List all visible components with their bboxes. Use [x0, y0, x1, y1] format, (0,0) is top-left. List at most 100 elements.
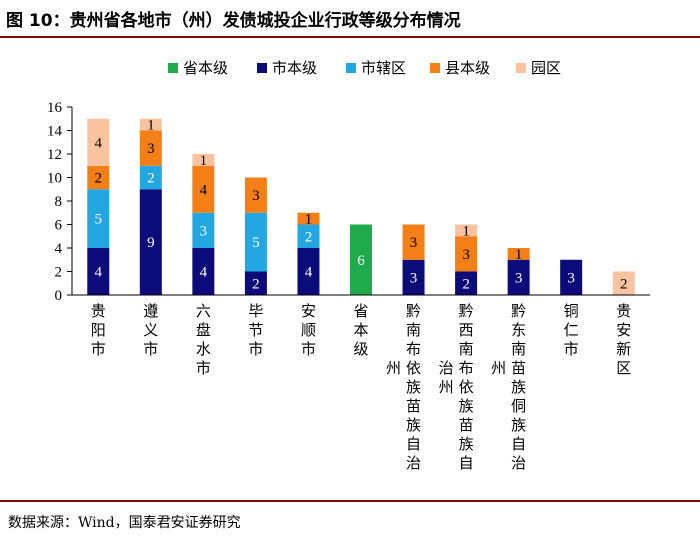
bar-segment-1-6 [350, 224, 372, 295]
x-category-char: 西 [459, 321, 474, 339]
legend-label-5: 园区 [531, 59, 561, 77]
bar-segment-4-4 [244, 177, 267, 213]
x-category-char: 族 [511, 378, 526, 396]
bar-segment-5-2 [139, 118, 162, 131]
x-category-char: 黔 [511, 302, 526, 320]
x-category-char: 水 [196, 340, 211, 358]
bar-segment-4-9 [507, 248, 530, 260]
legend-label-4: 县本级 [445, 59, 490, 77]
x-category-char: 州 [491, 359, 506, 377]
data-label-3-2: 2 [147, 171, 155, 187]
bar-segment-3-1 [87, 189, 110, 248]
data-label-5-3: 1 [200, 153, 208, 169]
data-source-note: 数据来源：Wind，国泰君安证券研究 [8, 515, 241, 531]
bar-segment-3-4 [244, 212, 267, 272]
y-tick-label: 12 [47, 147, 62, 163]
bar-segment-2-10 [560, 259, 583, 295]
x-category-char: 贵 [91, 302, 106, 320]
bar-segment-4-5 [297, 212, 320, 225]
legend-swatch-2 [257, 63, 267, 73]
x-category-char: 市 [196, 359, 211, 377]
x-category-char: 南 [406, 321, 421, 339]
x-category-char: 市 [143, 340, 158, 358]
legend-label-1: 省本级 [183, 59, 228, 77]
x-category-char: 市 [564, 340, 579, 358]
y-tick-label: 10 [47, 171, 62, 187]
data-label-3-5: 2 [305, 229, 313, 245]
bar-segment-4-7 [402, 224, 425, 260]
x-category-char: 遵 [143, 302, 158, 320]
x-category-char: 侗 [511, 397, 526, 415]
legend-label-2: 市本级 [272, 59, 317, 77]
x-category-char: 自 [406, 435, 421, 453]
x-category-char: 盘 [196, 321, 211, 339]
bar-segment-2-8 [455, 271, 478, 295]
chart-legend: 省本级 市本级 市辖区 县本级 园区 [168, 59, 561, 77]
y-tick-label: 2 [55, 265, 63, 281]
x-category-label-10: 铜仁市 [564, 302, 579, 358]
x-category-char: 族 [511, 416, 526, 434]
title-rule [0, 36, 700, 38]
x-category-char: 治 [406, 454, 421, 472]
bar-segment-3-5 [297, 224, 320, 248]
x-category-char: 依 [459, 378, 474, 396]
x-category-char: 阳 [91, 321, 106, 339]
data-label-1-6: 6 [357, 253, 365, 269]
x-category-char: 六 [196, 302, 211, 320]
x-category-char: 安 [616, 321, 631, 339]
x-category-char: 治 [511, 454, 526, 472]
bar-segment-4-1 [87, 165, 110, 190]
x-category-label-1: 贵阳市 [91, 302, 106, 358]
x-category-char: 族 [459, 397, 474, 415]
y-axis: 0 2 4 6 8 10 12 14 16 [47, 100, 73, 304]
data-label-4-5: 1 [305, 212, 313, 228]
x-category-char: 布 [406, 340, 421, 358]
x-category-char: 族 [459, 435, 474, 453]
bar-segment-5-11 [612, 271, 635, 295]
data-label-5-2: 1 [147, 118, 155, 134]
data-label-4-2: 3 [147, 141, 155, 157]
x-category-char: 苗 [406, 397, 421, 415]
bar-segment-2-1 [87, 248, 110, 295]
x-category-char: 黔 [459, 302, 474, 320]
x-category-char: 布 [459, 359, 474, 377]
y-tick-label: 6 [55, 218, 63, 234]
x-category-char: 省 [353, 302, 368, 320]
data-label-2-9: 3 [515, 270, 523, 286]
y-tick-label: 16 [47, 100, 63, 116]
x-category-label-5: 安顺市 [301, 302, 316, 358]
x-category-char: 依 [406, 359, 421, 377]
x-category-char: 苗 [459, 416, 474, 434]
data-label-4-7: 3 [410, 235, 418, 251]
x-category-char: 东 [511, 321, 526, 339]
x-category-char: 自 [511, 435, 526, 453]
data-label-3-3: 3 [200, 223, 208, 239]
legend-swatch-5 [516, 63, 526, 73]
x-category-char: 节 [248, 321, 263, 339]
data-label-2-7: 3 [410, 270, 418, 286]
data-label-2-4: 2 [252, 276, 260, 292]
bar-segment-2-9 [507, 259, 530, 295]
data-label-4-1: 2 [95, 171, 103, 187]
x-category-char: 市 [91, 340, 106, 358]
data-label-2-2: 9 [147, 235, 155, 251]
data-label-4-9: 1 [515, 247, 523, 263]
x-category-label-6: 省本级 [353, 302, 368, 358]
x-category-char: 新 [616, 340, 631, 358]
data-label-2-10: 3 [567, 270, 575, 286]
bar-segment-4-3 [192, 165, 215, 213]
data-label-4-8: 3 [462, 247, 470, 263]
data-label-4-3: 4 [200, 182, 208, 198]
x-category-char: 州 [439, 378, 454, 396]
bar-segment-4-2 [139, 130, 162, 166]
y-tick-label: 8 [55, 194, 63, 210]
y-tick-label: 14 [47, 124, 63, 140]
x-category-char: 市 [301, 340, 316, 358]
x-category-char: 苗 [511, 359, 526, 377]
data-label-4-4: 3 [252, 188, 260, 204]
